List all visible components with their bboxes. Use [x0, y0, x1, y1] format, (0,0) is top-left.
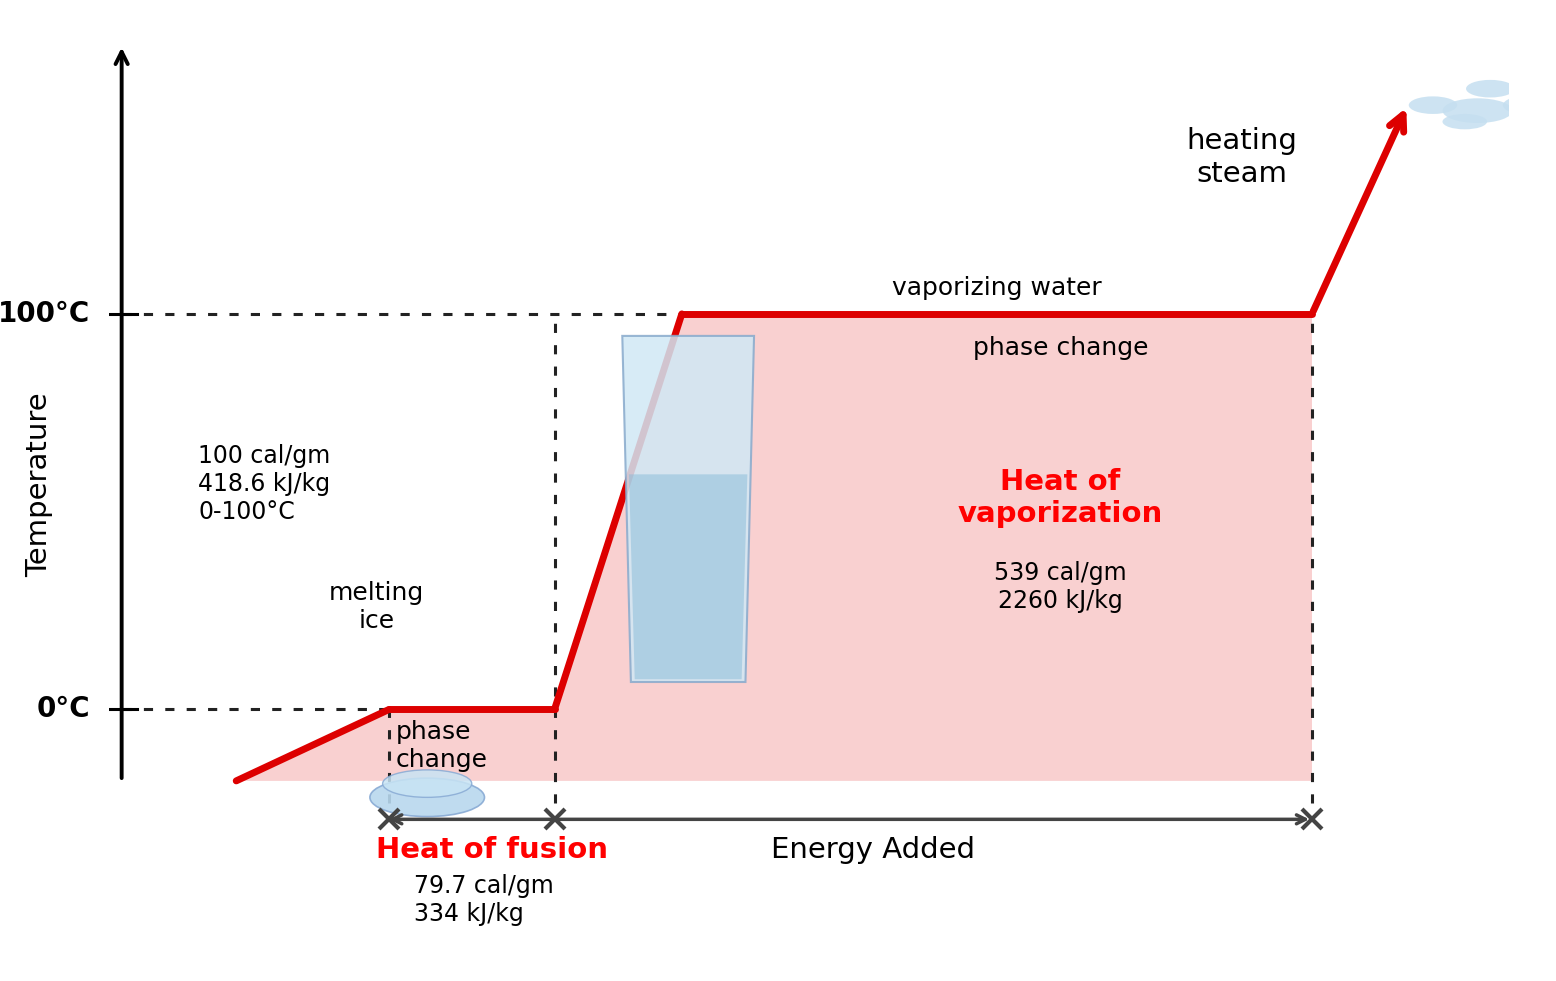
Ellipse shape: [1408, 96, 1456, 114]
Ellipse shape: [1466, 79, 1514, 97]
Text: 100°C: 100°C: [0, 300, 90, 328]
Polygon shape: [237, 314, 1312, 781]
Polygon shape: [629, 475, 747, 679]
Text: vaporizing water: vaporizing water: [892, 277, 1102, 300]
Text: Heat of fusion: Heat of fusion: [377, 836, 608, 864]
Text: 539 cal/gm
2260 kJ/kg: 539 cal/gm 2260 kJ/kg: [994, 561, 1127, 613]
Ellipse shape: [1442, 98, 1512, 123]
Text: 0°C: 0°C: [36, 696, 90, 723]
Text: Heat of
vaporization: Heat of vaporization: [958, 468, 1164, 528]
Text: 79.7 cal/gm
334 kJ/kg: 79.7 cal/gm 334 kJ/kg: [414, 874, 554, 926]
Text: Energy Added: Energy Added: [770, 836, 974, 864]
Text: phase change: phase change: [972, 336, 1148, 360]
Ellipse shape: [1442, 114, 1488, 129]
Ellipse shape: [383, 770, 471, 798]
Ellipse shape: [370, 778, 484, 816]
Text: melting
ice: melting ice: [328, 581, 423, 633]
Text: 100 cal/gm
418.6 kJ/kg
0-100°C: 100 cal/gm 418.6 kJ/kg 0-100°C: [198, 444, 330, 524]
Text: heating
steam: heating steam: [1187, 128, 1298, 187]
Polygon shape: [622, 336, 755, 682]
Ellipse shape: [1503, 95, 1554, 115]
Text: Temperature: Temperature: [25, 391, 53, 577]
Text: phase
change: phase change: [395, 720, 487, 772]
